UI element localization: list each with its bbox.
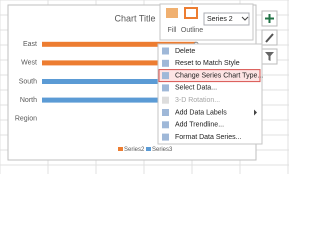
series-dropdown-text[interactable]: Series 2	[207, 16, 233, 23]
screen: Chart Title East West South North Region Seri…	[0, 0, 289, 174]
legend-label: Series3	[152, 147, 173, 153]
side-buttons	[261, 10, 278, 65]
legend-label: Series2	[124, 147, 145, 153]
menu-item[interactable]: Select Data...	[175, 85, 217, 92]
fill-label[interactable]: Fill	[168, 27, 177, 34]
y-tick-label: East	[23, 41, 37, 48]
menu-highlight	[158, 69, 261, 83]
chart-title: Chart Title	[114, 13, 155, 23]
fill-icon[interactable]	[166, 8, 178, 18]
menu-item: 3-D Rotation...	[175, 97, 220, 104]
y-tick-label: West	[21, 60, 37, 67]
menu-icon	[162, 84, 169, 92]
legend-swatch	[118, 147, 123, 151]
y-tick-label: North	[20, 97, 37, 104]
menu-icon	[162, 96, 169, 104]
menu-item[interactable]: Add Trendline...	[175, 122, 224, 129]
context-menu: Delete Reset to Match Style Change Series …	[157, 43, 263, 145]
menu-icon	[162, 47, 169, 55]
series-dropdown[interactable]	[203, 12, 250, 26]
y-tick-label: South	[19, 78, 37, 85]
menu-icon	[162, 133, 169, 141]
menu-item[interactable]: Format Data Series...	[175, 134, 242, 141]
menu-icon	[162, 72, 169, 80]
menu-item[interactable]: Change Series Chart Type...	[175, 72, 263, 79]
outline-label[interactable]: Outline	[181, 27, 203, 34]
bar[interactable]	[42, 60, 197, 66]
bar[interactable]	[42, 41, 197, 47]
bar[interactable]	[42, 79, 197, 84]
legend-swatch	[146, 147, 151, 151]
menu-item[interactable]: Delete	[175, 48, 195, 55]
canvas: Chart Title East West South North Region Seri…	[0, 0, 289, 174]
menu-icon	[162, 59, 169, 67]
y-tick-label: Region	[15, 116, 37, 123]
format-toolbar: Fill Outline Series 2	[159, 3, 254, 41]
menu-icon	[162, 121, 169, 129]
menu-icon	[162, 109, 169, 116]
bar[interactable]	[42, 97, 197, 103]
outline-icon[interactable]	[184, 7, 198, 19]
menu-item[interactable]: Reset to Match Style	[175, 60, 240, 67]
menu-item[interactable]: Add Data Labels	[175, 109, 227, 116]
submenu-arrow	[254, 109, 257, 116]
